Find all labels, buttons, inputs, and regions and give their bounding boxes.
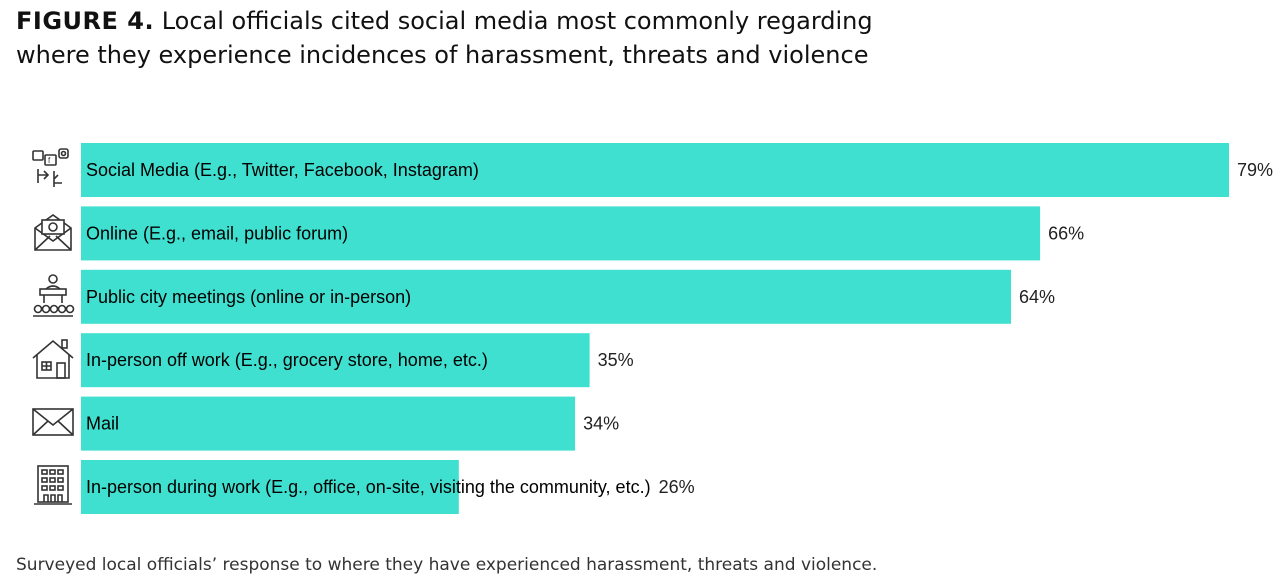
- category-label-3: In-person off work (E.g., grocery store,…: [86, 350, 488, 370]
- public-meeting-icon: [28, 271, 78, 321]
- value-label-5: 26%: [659, 477, 695, 497]
- office-building-icon: [28, 460, 78, 510]
- envelope-icon: [28, 397, 78, 447]
- email-at-icon: [28, 208, 78, 258]
- category-label-4: Mail: [86, 414, 119, 434]
- figure-title: FIGURE 4. Local officials cited social m…: [16, 4, 1016, 72]
- bar-2: [81, 269, 1012, 324]
- figure-title-line2: where they experience incidences of hara…: [16, 41, 869, 69]
- figure-number: FIGURE 4.: [16, 7, 155, 35]
- figure-title-line1: Local officials cited social media most …: [161, 7, 873, 35]
- house-icon: [28, 334, 78, 384]
- social-media-icon: f: [28, 145, 78, 195]
- bar-0: [81, 143, 1229, 197]
- figure-caption: Surveyed local officials’ response to wh…: [16, 555, 878, 575]
- category-label-2: Public city meetings (online or in-perso…: [86, 287, 411, 307]
- bar-4: [81, 396, 576, 451]
- value-label-0: 79%: [1237, 160, 1273, 180]
- value-label-1: 66%: [1048, 223, 1084, 243]
- value-label-2: 64%: [1019, 287, 1055, 307]
- bar-3: [81, 333, 590, 388]
- bar-5: [81, 460, 459, 514]
- category-label-1: Online (E.g., email, public forum): [86, 223, 348, 243]
- category-label-5: In-person during work (E.g., office, on-…: [86, 477, 651, 497]
- category-label-0: Social Media (E.g., Twitter, Facebook, I…: [86, 160, 479, 180]
- value-label-4: 34%: [583, 414, 619, 434]
- bar-1: [81, 206, 1041, 261]
- value-label-3: 35%: [598, 350, 634, 370]
- svg-text:f: f: [48, 156, 51, 165]
